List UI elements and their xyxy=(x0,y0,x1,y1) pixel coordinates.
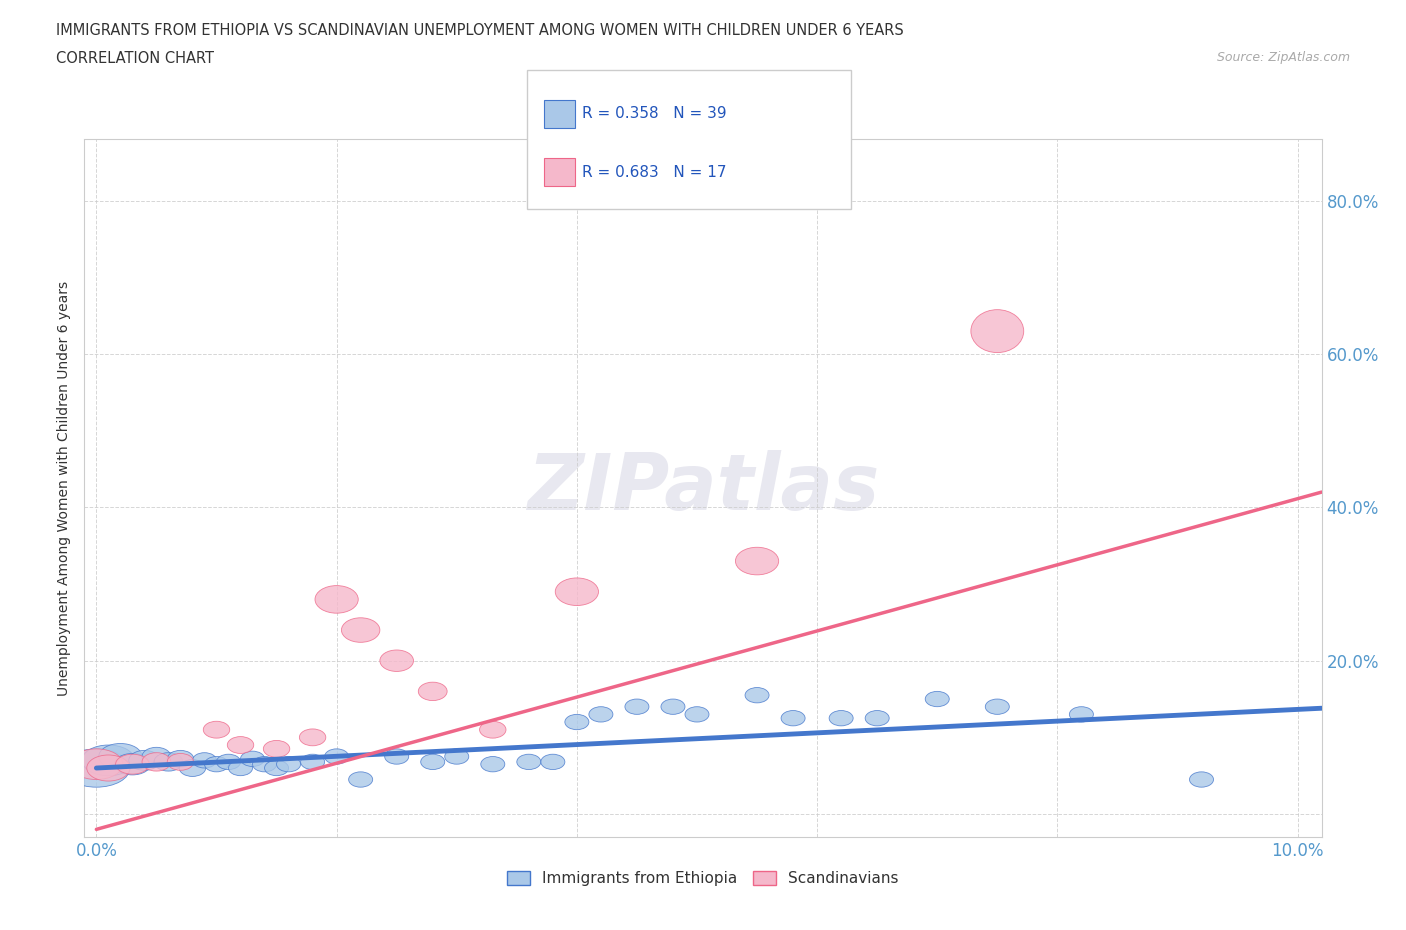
Ellipse shape xyxy=(229,761,253,776)
Y-axis label: Unemployment Among Women with Children Under 6 years: Unemployment Among Women with Children U… xyxy=(58,281,72,696)
Ellipse shape xyxy=(87,755,129,781)
Text: CORRELATION CHART: CORRELATION CHART xyxy=(56,51,214,66)
Ellipse shape xyxy=(685,707,709,722)
Ellipse shape xyxy=(167,751,194,767)
Text: ZIPatlas: ZIPatlas xyxy=(527,450,879,526)
Ellipse shape xyxy=(830,711,853,725)
Ellipse shape xyxy=(555,578,599,605)
Ellipse shape xyxy=(1189,772,1213,787)
Ellipse shape xyxy=(315,586,359,613)
Ellipse shape xyxy=(1070,707,1094,722)
Ellipse shape xyxy=(115,754,149,774)
Ellipse shape xyxy=(217,754,240,769)
Ellipse shape xyxy=(420,754,444,769)
Text: R = 0.358   N = 39: R = 0.358 N = 39 xyxy=(582,106,727,121)
Ellipse shape xyxy=(142,748,172,765)
Ellipse shape xyxy=(865,711,889,725)
Ellipse shape xyxy=(70,749,122,779)
Ellipse shape xyxy=(155,752,183,771)
Ellipse shape xyxy=(925,691,949,707)
Ellipse shape xyxy=(264,761,288,776)
Ellipse shape xyxy=(299,729,326,746)
Ellipse shape xyxy=(193,752,217,768)
Ellipse shape xyxy=(986,699,1010,714)
Ellipse shape xyxy=(735,547,779,575)
Ellipse shape xyxy=(745,687,769,703)
Ellipse shape xyxy=(565,714,589,730)
Ellipse shape xyxy=(972,310,1024,352)
Ellipse shape xyxy=(349,772,373,787)
Ellipse shape xyxy=(782,711,806,725)
Text: Source: ZipAtlas.com: Source: ZipAtlas.com xyxy=(1216,51,1350,64)
Ellipse shape xyxy=(179,760,205,777)
Ellipse shape xyxy=(204,722,229,738)
Ellipse shape xyxy=(385,749,409,764)
Ellipse shape xyxy=(624,699,650,714)
Ellipse shape xyxy=(263,740,290,757)
Legend: Immigrants from Ethiopia, Scandinavians: Immigrants from Ethiopia, Scandinavians xyxy=(501,865,905,892)
Ellipse shape xyxy=(342,618,380,643)
Ellipse shape xyxy=(444,749,468,764)
Ellipse shape xyxy=(380,650,413,671)
Ellipse shape xyxy=(277,756,301,772)
Ellipse shape xyxy=(589,707,613,722)
Ellipse shape xyxy=(82,745,135,776)
Ellipse shape xyxy=(517,754,541,769)
Text: IMMIGRANTS FROM ETHIOPIA VS SCANDINAVIAN UNEMPLOYMENT AMONG WOMEN WITH CHILDREN : IMMIGRANTS FROM ETHIOPIA VS SCANDINAVIAN… xyxy=(56,23,904,38)
Ellipse shape xyxy=(419,683,447,700)
Ellipse shape xyxy=(481,756,505,772)
Ellipse shape xyxy=(142,752,172,771)
Ellipse shape xyxy=(129,751,160,770)
Ellipse shape xyxy=(240,751,264,766)
Text: R = 0.683   N = 17: R = 0.683 N = 17 xyxy=(582,165,727,179)
Ellipse shape xyxy=(228,737,253,753)
Ellipse shape xyxy=(167,753,194,770)
Ellipse shape xyxy=(479,722,506,738)
Ellipse shape xyxy=(98,743,142,769)
Ellipse shape xyxy=(325,749,349,764)
Ellipse shape xyxy=(114,753,150,775)
Ellipse shape xyxy=(541,754,565,769)
Ellipse shape xyxy=(301,754,325,769)
Ellipse shape xyxy=(204,756,229,772)
Ellipse shape xyxy=(253,756,277,772)
Ellipse shape xyxy=(661,699,685,714)
Ellipse shape xyxy=(63,749,129,787)
